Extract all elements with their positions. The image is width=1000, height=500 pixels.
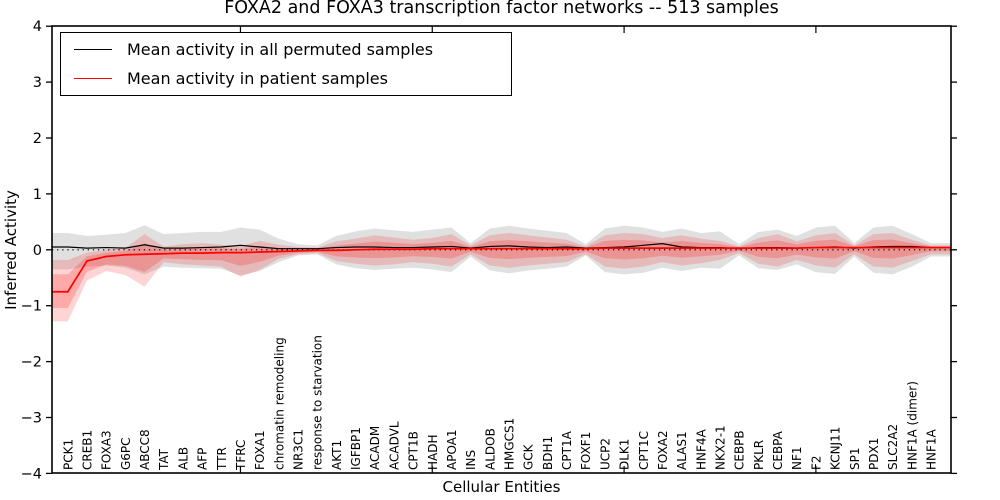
x-category-label: ALB xyxy=(176,447,190,470)
x-category-label: CEBPA xyxy=(771,430,785,470)
y-tick-label: −2 xyxy=(21,355,42,371)
legend-label: Mean activity in all permuted samples xyxy=(127,40,434,59)
y-tick-label: 0 xyxy=(33,243,42,259)
x-category-label: KCNJ11 xyxy=(829,427,843,470)
x-category-label: NF1 xyxy=(790,446,804,470)
x-category-label: ALDOB xyxy=(483,428,497,470)
x-category-label: HNF1A xyxy=(925,428,939,470)
x-category-label: NKX2-1 xyxy=(713,425,727,470)
x-category-label: FOXA3 xyxy=(100,430,114,470)
x-category-label: CPT1B xyxy=(407,431,421,470)
x-category-label: chromatin remodeling xyxy=(272,337,286,470)
y-axis-label: Inferred Activity xyxy=(2,190,20,310)
x-category-label: ABCC8 xyxy=(138,429,152,470)
y-tick-label: −1 xyxy=(21,299,42,315)
legend-line-sample-red xyxy=(74,78,112,79)
patient-band-inner xyxy=(52,239,951,309)
x-category-label: DLK1 xyxy=(618,439,632,470)
x-category-label: PDX1 xyxy=(867,438,881,470)
x-category-label: PKLR xyxy=(752,440,766,470)
x-category-label: UCP2 xyxy=(598,438,612,470)
x-category-label: CREB1 xyxy=(80,430,94,470)
x-category-label: AKT1 xyxy=(330,440,344,470)
y-tick-label: 4 xyxy=(33,19,42,35)
y-tick-label: 3 xyxy=(33,75,42,91)
legend-item-permuted: Mean activity in all permuted samples xyxy=(61,40,511,59)
x-category-label: response to starvation xyxy=(311,335,325,470)
x-category-label: NR3C1 xyxy=(291,429,305,470)
x-category-label: BDH1 xyxy=(541,436,555,470)
y-tick-label: 1 xyxy=(33,187,42,203)
x-category-label: G6PC xyxy=(119,437,133,470)
x-category-label: PCK1 xyxy=(61,439,75,470)
x-category-label: GCK xyxy=(522,443,536,470)
x-category-label: TTR xyxy=(215,447,229,471)
x-category-label: FOXA1 xyxy=(253,430,267,470)
x-category-label: CPT1A xyxy=(560,430,574,470)
y-tick-label: −4 xyxy=(21,466,42,482)
x-category-label: FOXA2 xyxy=(656,430,670,470)
x-category-label: F2 xyxy=(809,455,823,470)
x-axis-label: Cellular Entities xyxy=(442,478,561,496)
x-category-label: HNF1A (dimer) xyxy=(905,381,919,470)
y-tick-label: −3 xyxy=(21,411,42,427)
x-category-label: SLC2A2 xyxy=(886,424,900,470)
x-category-label: HNF4A xyxy=(694,428,708,470)
x-category-label: CEBPB xyxy=(733,430,747,470)
legend: Mean activity in all permuted samples Me… xyxy=(60,32,512,96)
x-category-label: HMGCS1 xyxy=(502,418,516,470)
x-category-label: HADH xyxy=(426,435,440,471)
y-tick-label: 2 xyxy=(33,131,42,147)
x-category-label: AFP xyxy=(196,448,210,470)
legend-label: Mean activity in patient samples xyxy=(127,69,388,88)
x-category-label: CPT1C xyxy=(637,431,651,470)
patient-band-outer xyxy=(52,233,951,322)
chart-title: FOXA2 and FOXA3 transcription factor net… xyxy=(224,0,779,18)
x-category-label: ACADM xyxy=(368,426,382,470)
legend-item-patient: Mean activity in patient samples xyxy=(61,69,511,88)
x-category-label: APOA1 xyxy=(445,429,459,470)
x-category-label: TFRC xyxy=(234,440,248,471)
x-category-label: INS xyxy=(464,450,478,470)
x-category-label: TAT xyxy=(157,448,171,471)
x-category-label: ACADVL xyxy=(387,421,401,470)
patient-mean-line xyxy=(52,246,951,293)
legend-line-sample-black xyxy=(74,49,112,50)
x-category-label: IGFBP1 xyxy=(349,427,363,470)
x-category-label: SP1 xyxy=(848,448,862,471)
x-category-label: ALAS1 xyxy=(675,431,689,470)
x-category-label: FOXF1 xyxy=(579,432,593,470)
